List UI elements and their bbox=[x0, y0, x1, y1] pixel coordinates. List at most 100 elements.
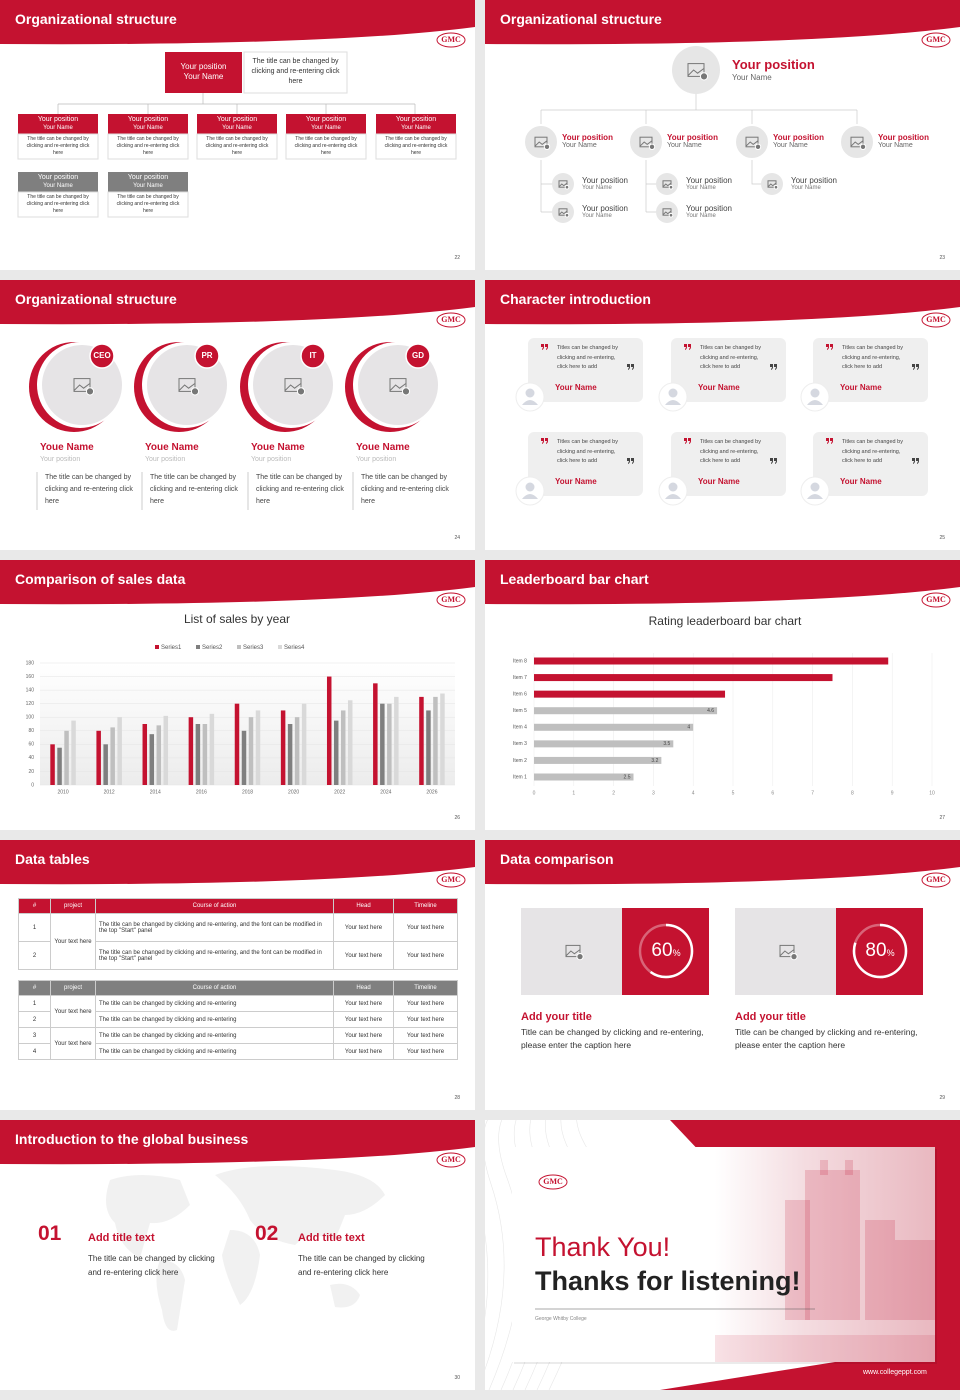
desc-box bbox=[17, 133, 99, 160]
description: The title can be changed by clicking and… bbox=[205, 136, 269, 156]
table-cell: 2 bbox=[18, 941, 51, 970]
name: Your Name bbox=[555, 383, 597, 392]
item-description: The title can be changed by clicking and… bbox=[88, 1254, 215, 1277]
item-title: Add title text bbox=[298, 1232, 365, 1244]
connector bbox=[540, 94, 858, 213]
position: Your position bbox=[127, 174, 169, 181]
image-icon-plus bbox=[85, 387, 95, 396]
name: Youe Name bbox=[145, 442, 199, 453]
logo: GMC bbox=[926, 595, 946, 604]
header-cell: project bbox=[50, 980, 96, 996]
bar bbox=[209, 713, 215, 785]
desc-box bbox=[107, 133, 189, 160]
quote: Titles can be changed by clicking and re… bbox=[842, 439, 903, 464]
avatar-head bbox=[525, 388, 535, 398]
image-icon bbox=[662, 208, 672, 216]
slide-title: Organizational structure bbox=[500, 11, 662, 27]
logo-frame bbox=[921, 32, 951, 48]
x-tick-label: 2010 bbox=[57, 789, 68, 795]
position-box bbox=[197, 114, 277, 134]
card bbox=[671, 432, 786, 496]
y-tick-label: Item 7 bbox=[513, 675, 527, 681]
x-tick-label: 2012 bbox=[104, 789, 115, 795]
name: Your Name bbox=[582, 185, 612, 191]
image-icon bbox=[558, 210, 568, 216]
image-icon bbox=[687, 63, 705, 77]
percent-value: 80 bbox=[865, 940, 887, 961]
legend-label: Series2 bbox=[202, 645, 223, 651]
position-box bbox=[108, 114, 188, 134]
quote: Titles can be changed by clicking and re… bbox=[700, 345, 761, 370]
header-cell: Timeline bbox=[393, 898, 458, 914]
position-box bbox=[18, 114, 98, 134]
bar bbox=[195, 724, 201, 785]
avatar bbox=[552, 173, 574, 195]
bar bbox=[149, 734, 155, 785]
desc-box bbox=[285, 133, 367, 160]
image-icon bbox=[73, 378, 91, 392]
quote: Titles can be changed by clicking and re… bbox=[557, 345, 618, 370]
image-icon bbox=[178, 378, 196, 392]
image-icon-plus bbox=[754, 143, 762, 151]
bar bbox=[534, 657, 889, 665]
position: Your position bbox=[395, 116, 437, 123]
legend-swatch bbox=[155, 645, 159, 649]
slide: GMC Organizational structure 24 CEO Youe Nam… bbox=[0, 280, 475, 550]
quote-mark bbox=[684, 438, 691, 444]
image-icon bbox=[73, 383, 91, 391]
name: Your Name bbox=[667, 142, 702, 149]
logo-frame bbox=[921, 872, 951, 888]
image-icon-plus bbox=[576, 952, 584, 961]
building bbox=[845, 1160, 853, 1175]
description: The title can be changed by clicking and… bbox=[116, 136, 180, 156]
bar bbox=[255, 710, 261, 785]
header-band bbox=[0, 560, 475, 605]
building bbox=[820, 1160, 828, 1175]
position: Your position bbox=[37, 174, 79, 181]
slide: GMC Character introduction 25 Titles can be… bbox=[485, 280, 960, 550]
avatar bbox=[656, 173, 678, 195]
x-tick-label: 2022 bbox=[334, 789, 345, 795]
map-shape bbox=[222, 1230, 260, 1305]
name: Your Name bbox=[686, 185, 716, 191]
plot-area bbox=[40, 663, 455, 785]
position: Your position bbox=[582, 176, 628, 185]
position-box bbox=[286, 114, 366, 134]
bar bbox=[188, 717, 194, 785]
slide-title: Organizational structure bbox=[15, 11, 177, 27]
y-tick-label: 160 bbox=[26, 674, 35, 680]
table-row: 2 The title can be changed by clicking an… bbox=[18, 1011, 458, 1028]
name: Your Name bbox=[133, 183, 163, 189]
thanks-title: Thank You! bbox=[535, 1232, 671, 1262]
name: Your Name bbox=[698, 477, 740, 486]
avatar bbox=[523, 124, 559, 160]
item-description: Title can be changed by clicking and re-… bbox=[521, 1027, 704, 1050]
table-cell: The title can be changed by clicking and… bbox=[95, 1027, 334, 1044]
table-cell: Your text here bbox=[50, 995, 96, 1028]
name: Your Name bbox=[183, 72, 224, 81]
image-icon-plus bbox=[699, 72, 709, 81]
stat-panel bbox=[622, 908, 709, 995]
image-icon bbox=[178, 383, 196, 391]
item-number: 02 bbox=[255, 1222, 279, 1245]
position: Your position bbox=[145, 456, 186, 463]
card bbox=[813, 338, 928, 402]
x-tick-label: 7 bbox=[811, 790, 814, 796]
desc-box bbox=[107, 191, 189, 218]
bar bbox=[71, 720, 76, 785]
slide: GMC Data tables 28 # project Course of action… bbox=[0, 840, 475, 1110]
position: Your position bbox=[251, 456, 292, 463]
y-tick-label: 120 bbox=[26, 701, 35, 707]
avatar bbox=[761, 173, 783, 195]
y-tick-label: Item 3 bbox=[513, 741, 527, 747]
image-icon-plus bbox=[648, 143, 656, 151]
card bbox=[671, 338, 786, 402]
x-tick-label: 2026 bbox=[426, 789, 437, 795]
bar bbox=[280, 710, 286, 785]
bar bbox=[64, 730, 69, 785]
name: Your Name bbox=[222, 125, 252, 131]
name: Your Name bbox=[698, 383, 740, 392]
bar bbox=[534, 674, 833, 682]
header-cell: Head bbox=[333, 980, 394, 996]
legend-swatch bbox=[278, 645, 282, 649]
